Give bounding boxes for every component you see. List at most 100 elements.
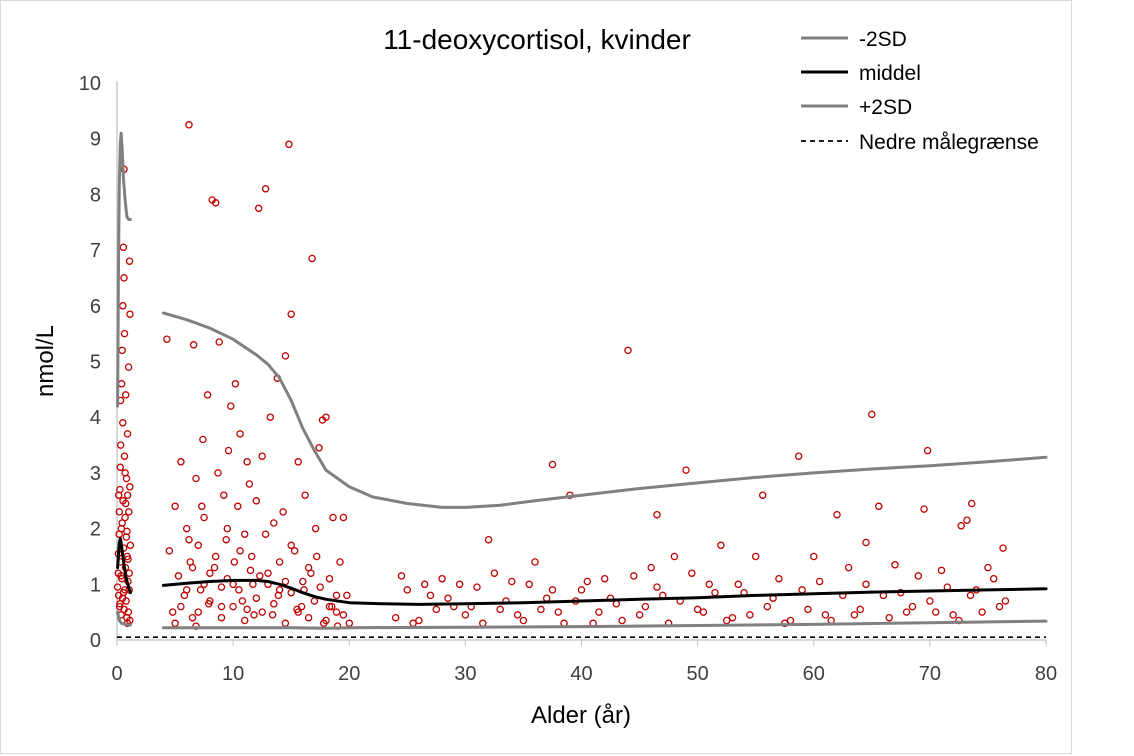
data-point — [224, 446, 233, 455]
data-point — [682, 466, 690, 474]
data-point — [815, 577, 824, 586]
data-point — [200, 513, 208, 522]
data-point — [415, 616, 423, 625]
data-point — [310, 597, 319, 605]
data-point — [211, 552, 220, 561]
data-point — [966, 591, 975, 600]
data-point — [308, 254, 316, 263]
data-point — [908, 602, 917, 611]
data-point — [600, 574, 609, 583]
legend: -2SD middel +2SD Nedre målegrænse — [801, 28, 1039, 154]
data-point — [124, 555, 132, 563]
data-point — [1001, 597, 1010, 605]
data-point — [119, 588, 128, 597]
data-point — [531, 558, 539, 566]
data-point — [281, 619, 290, 628]
x-tick-label: 10 — [222, 663, 244, 685]
data-point — [920, 505, 928, 513]
data-point — [229, 580, 237, 589]
data-point — [210, 563, 219, 572]
data-point — [850, 611, 859, 619]
data-point — [641, 602, 650, 611]
data-point — [215, 338, 223, 346]
data-point — [125, 508, 133, 516]
data-point — [194, 541, 203, 550]
legend-label: middel — [859, 62, 921, 85]
plus-2sd-line-infant — [116, 131, 132, 408]
data-point — [995, 602, 1004, 611]
data-point — [304, 613, 313, 622]
data-point — [188, 613, 197, 622]
y-axis-title: nmol/L — [32, 325, 59, 397]
data-point — [336, 558, 344, 566]
data-point — [121, 499, 130, 508]
x-tick-label: 80 — [1035, 663, 1057, 685]
data-point — [548, 460, 557, 469]
data-point — [196, 586, 205, 594]
data-point — [126, 541, 135, 550]
data-point — [281, 352, 290, 360]
data-point — [246, 566, 255, 575]
data-point — [281, 577, 290, 586]
y-tick-label: 10 — [79, 73, 101, 95]
data-point — [989, 574, 998, 583]
data-point — [937, 566, 946, 575]
x-tick-label: 50 — [687, 663, 709, 685]
data-point — [653, 510, 661, 519]
data-point — [285, 140, 293, 149]
data-point — [120, 452, 129, 460]
data-point — [554, 608, 563, 616]
data-point — [307, 569, 315, 577]
data-point — [243, 458, 251, 466]
data-point — [194, 608, 203, 616]
data-point — [188, 563, 197, 572]
data-point — [274, 591, 283, 600]
data-point — [294, 608, 302, 616]
data-point — [211, 199, 220, 207]
data-point — [177, 602, 185, 611]
minus-2sd-line — [161, 619, 1048, 630]
legend-label: +2SD — [859, 96, 912, 119]
data-point — [261, 530, 270, 538]
data-point — [519, 616, 528, 625]
data-point — [177, 458, 185, 466]
data-points — [113, 121, 1010, 630]
data-point — [126, 310, 134, 318]
data-point — [247, 552, 256, 561]
data-point — [185, 535, 193, 544]
data-point — [630, 572, 638, 580]
data-point — [618, 616, 626, 625]
y-tick-label: 3 — [90, 463, 101, 485]
data-point — [315, 444, 323, 452]
data-point — [856, 605, 864, 614]
data-point — [238, 597, 247, 605]
data-point — [775, 574, 783, 583]
data-point — [612, 600, 621, 608]
data-point — [914, 572, 923, 580]
data-point — [204, 600, 213, 608]
x-axis-title: Alder (år) — [531, 702, 631, 729]
data-point — [119, 302, 127, 310]
data-point — [287, 541, 295, 550]
data-point — [236, 547, 244, 555]
data-point — [821, 611, 830, 619]
plus-2sd-line — [161, 311, 1048, 509]
data-point — [275, 558, 284, 566]
data-point — [438, 574, 446, 583]
data-point — [245, 480, 254, 488]
data-point — [252, 497, 261, 505]
data-point — [299, 577, 307, 586]
data-point — [230, 558, 239, 566]
data-point — [978, 608, 986, 616]
data-point — [875, 502, 883, 511]
data-point — [810, 552, 818, 561]
data-point — [420, 580, 429, 589]
data-point — [432, 605, 441, 614]
data-point — [227, 402, 235, 410]
y-tick-label: 6 — [90, 296, 101, 318]
data-point — [923, 446, 932, 455]
chart-title: 11-deoxycortisol, kvinder — [383, 24, 691, 55]
data-point — [124, 608, 133, 616]
data-point — [426, 591, 435, 600]
data-point — [220, 491, 228, 499]
